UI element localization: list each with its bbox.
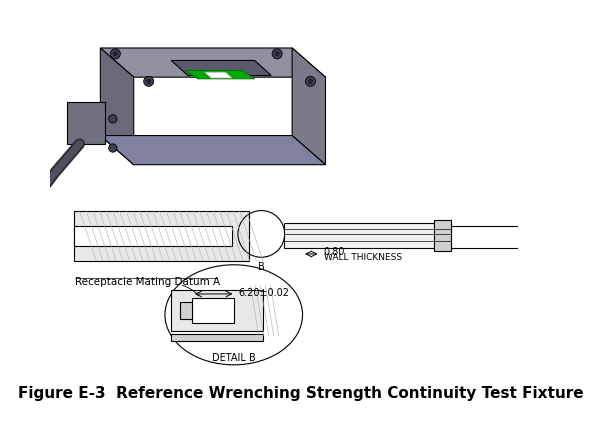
Bar <box>180 303 192 319</box>
Polygon shape <box>100 49 326 78</box>
Text: 6.20±0.02: 6.20±0.02 <box>239 288 290 297</box>
Polygon shape <box>292 49 326 165</box>
Text: Figure E-3  Reference Wrenching Strength Continuity Test Fixture: Figure E-3 Reference Wrenching Strength … <box>17 385 584 400</box>
Polygon shape <box>100 136 326 165</box>
Text: B: B <box>258 261 264 271</box>
Circle shape <box>305 77 316 87</box>
Text: DETAIL B: DETAIL B <box>212 352 255 362</box>
Polygon shape <box>185 71 255 80</box>
Circle shape <box>113 52 118 57</box>
Text: Receptacle Mating Datum A: Receptacle Mating Datum A <box>75 277 221 287</box>
Bar <box>171 290 263 332</box>
Polygon shape <box>100 49 133 165</box>
Bar <box>434 220 451 252</box>
Polygon shape <box>67 103 105 145</box>
Polygon shape <box>171 61 271 76</box>
Bar <box>74 211 249 261</box>
Polygon shape <box>204 73 232 79</box>
Text: WALL THICKNESS: WALL THICKNESS <box>324 252 402 261</box>
Bar <box>74 226 232 246</box>
Circle shape <box>109 116 117 124</box>
Circle shape <box>111 49 120 60</box>
Bar <box>192 298 234 323</box>
Circle shape <box>144 77 154 87</box>
Text: 0.80: 0.80 <box>324 246 345 256</box>
Bar <box>171 334 263 341</box>
Circle shape <box>146 80 151 85</box>
Bar <box>284 223 451 248</box>
Circle shape <box>308 80 313 85</box>
Circle shape <box>272 49 282 60</box>
Circle shape <box>275 52 279 57</box>
Circle shape <box>109 145 117 153</box>
